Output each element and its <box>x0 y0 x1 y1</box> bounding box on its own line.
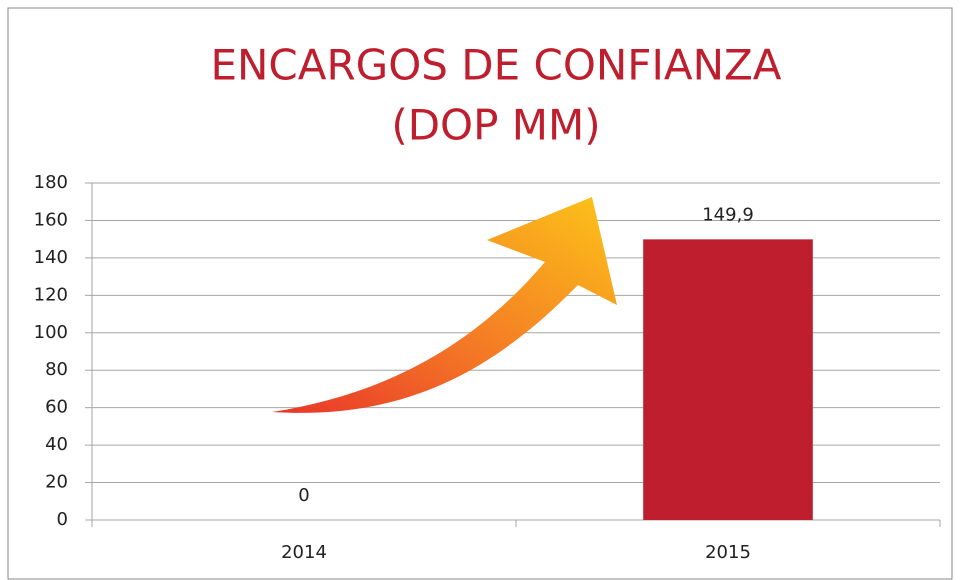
y-tick-label: 60 <box>45 397 68 418</box>
y-tick-label: 180 <box>34 172 68 193</box>
trend-arrow <box>272 197 617 413</box>
y-tick-label: 40 <box>45 434 68 455</box>
y-tick-label: 100 <box>34 322 68 343</box>
chart-title: ENCARGOS DE CONFIANZA <box>210 41 781 90</box>
y-tick-label: 80 <box>45 359 68 380</box>
data-label: 149,9 <box>702 204 754 225</box>
data-label: 0 <box>298 485 309 506</box>
bar <box>643 239 813 520</box>
x-tick-label: 2015 <box>705 542 751 563</box>
y-tick-label: 160 <box>34 209 68 230</box>
y-tick-label: 20 <box>45 472 68 493</box>
y-tick-label: 0 <box>57 509 68 530</box>
chart-title: (DOP MM) <box>391 101 600 150</box>
frame <box>7 7 953 580</box>
y-tick-label: 140 <box>34 247 68 268</box>
x-tick-label: 2014 <box>281 542 327 563</box>
y-tick-label: 120 <box>34 284 68 305</box>
